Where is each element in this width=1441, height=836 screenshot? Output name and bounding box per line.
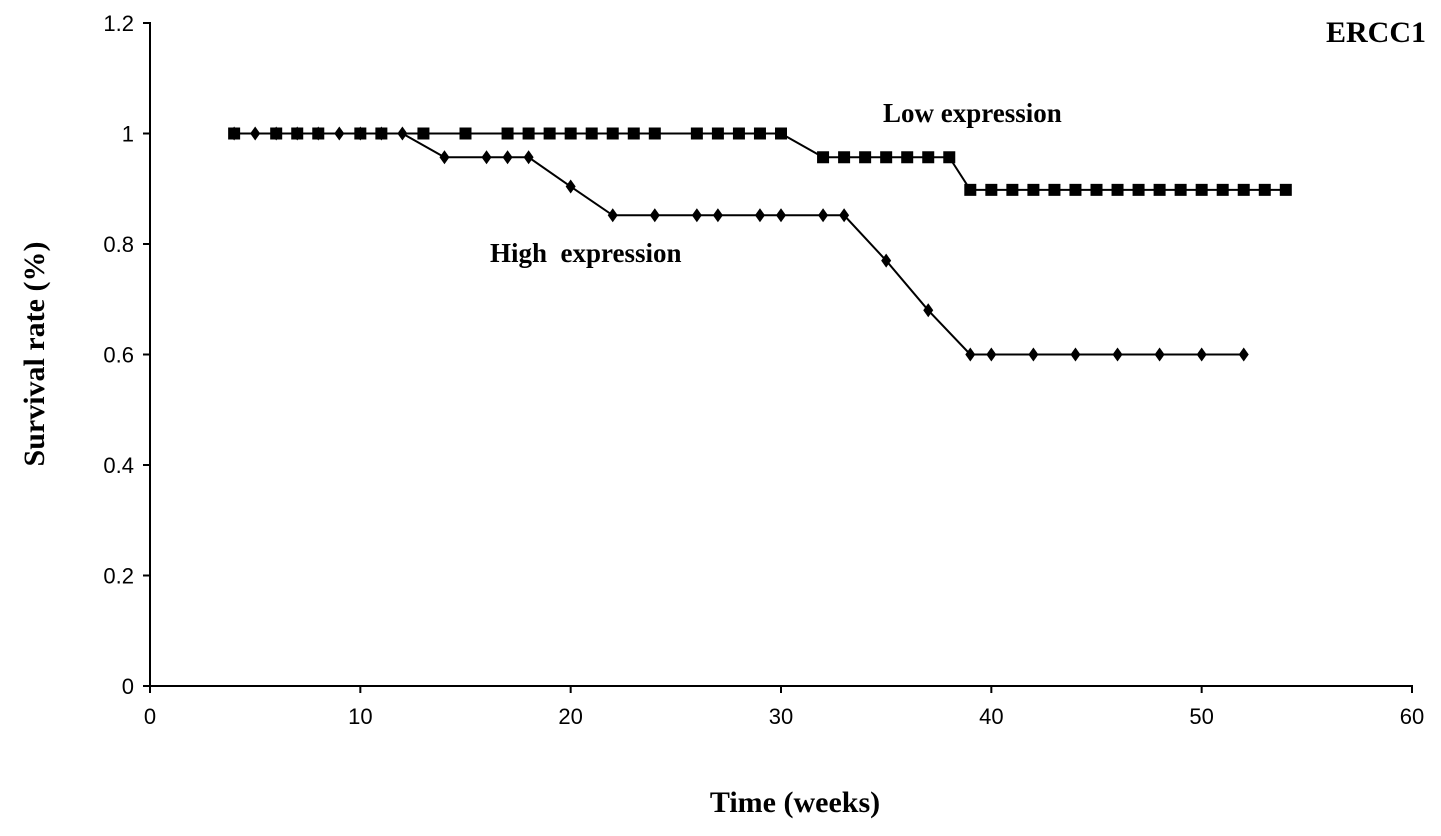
diamond-marker [965,347,976,362]
diamond-marker [649,208,660,223]
diamond-marker [439,150,450,165]
diamond-marker [1154,347,1165,362]
square-marker [985,183,998,196]
diamond-marker [1238,347,1249,362]
square-marker [1048,183,1061,196]
diamond-marker [292,126,303,141]
x-tick-label: 10 [348,704,372,729]
diamond-marker [818,208,829,223]
series-label-low: Low expression [883,98,1062,128]
square-marker [1006,183,1019,196]
diamond-marker [523,150,534,165]
y-axis-label: Survival rate (%) [18,242,51,467]
square-marker [964,183,977,196]
square-marker [943,151,956,164]
square-marker [1216,183,1229,196]
square-marker [1195,183,1208,196]
square-marker [711,127,724,140]
square-marker [1237,183,1250,196]
square-marker [753,127,766,140]
y-tick-label: 1 [122,122,134,147]
diamond-marker [1112,347,1123,362]
diamond-marker [712,208,723,223]
series-label-high: High expression [490,238,682,268]
square-marker [817,151,830,164]
diamond-marker [754,208,765,223]
x-tick-label: 60 [1400,704,1424,729]
diamond-marker [607,208,618,223]
diamond-marker [1028,347,1039,362]
diamond-marker [229,126,240,141]
square-marker [522,127,535,140]
square-marker [1090,183,1103,196]
square-marker [564,127,577,140]
diamond-marker [923,303,934,318]
square-marker [1027,183,1040,196]
square-marker [1279,183,1292,196]
diamond-marker [271,126,282,141]
diamond-marker [565,179,576,194]
diamond-marker [881,253,892,268]
x-tick-label: 50 [1189,704,1213,729]
square-marker [459,127,472,140]
diamond-marker [481,150,492,165]
square-marker [880,151,893,164]
square-marker [859,151,872,164]
y-tick-label: 0 [122,674,134,699]
y-tick-label: 0.6 [103,343,134,368]
square-marker [1258,183,1271,196]
square-marker [901,151,914,164]
y-tick-label: 0.4 [103,453,134,478]
diamond-marker [839,208,850,223]
diamond-marker [250,126,261,141]
diamond-marker [1070,347,1081,362]
diamond-marker [397,126,408,141]
square-marker [585,127,598,140]
diamond-marker [691,208,702,223]
square-marker [1111,183,1124,196]
square-marker [543,127,556,140]
square-marker [690,127,703,140]
square-marker [1174,183,1187,196]
diamond-marker [376,126,387,141]
square-marker [627,127,640,140]
square-marker [648,127,661,140]
square-marker [1132,183,1145,196]
square-marker [1153,183,1166,196]
series-high [229,126,1249,362]
x-axis-label: Time (weeks) [710,786,880,819]
square-marker [922,151,935,164]
diamond-marker [355,126,366,141]
series-line [234,132,1286,191]
y-tick-label: 0.2 [103,564,134,589]
y-tick-label: 1.2 [103,11,134,36]
square-marker [417,127,430,140]
x-tick-label: 20 [558,704,582,729]
diamond-marker [502,150,513,165]
diamond-marker [334,126,345,141]
square-marker [838,151,851,164]
series-low [228,127,1292,196]
x-tick-label: 40 [979,704,1003,729]
diamond-marker [313,126,324,141]
x-tick-label: 30 [769,704,793,729]
square-marker [775,127,787,140]
chart-title: ERCC1 [1326,16,1426,49]
diamond-marker [1196,347,1207,362]
y-tick-label: 0.8 [103,232,134,257]
x-tick-label: 0 [144,704,156,729]
square-marker [501,127,514,140]
square-marker [732,127,745,140]
diamond-marker [776,208,786,223]
square-marker [606,127,619,140]
series-line [234,132,1244,356]
diamond-marker [986,347,997,362]
square-marker [1069,183,1082,196]
